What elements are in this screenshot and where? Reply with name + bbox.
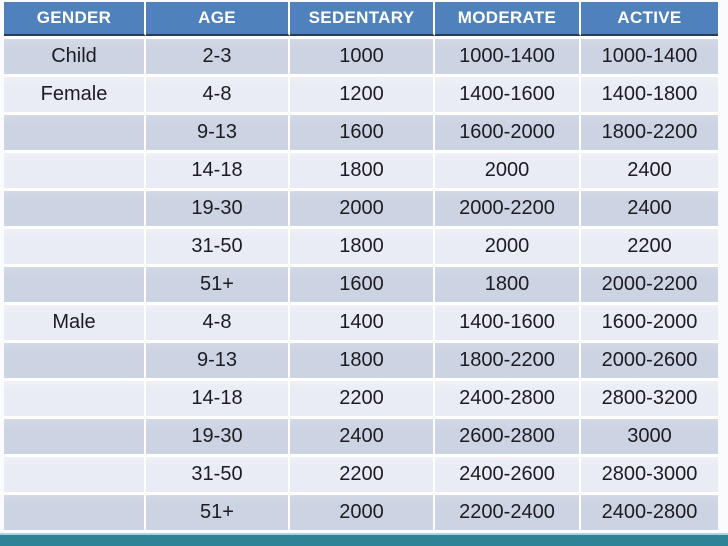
table-cell-gender — [4, 153, 146, 191]
table-cell-age: 31-50 — [146, 229, 290, 267]
table-cell-gender — [4, 381, 146, 419]
table-cell-gender — [4, 343, 146, 381]
table-cell-moderate: 1600-2000 — [435, 115, 581, 153]
table-cell-active: 1600-2000 — [581, 305, 718, 343]
table-cell-active: 2400 — [581, 191, 718, 229]
table-cell-active: 2200 — [581, 229, 718, 267]
table-cell-active: 1800-2200 — [581, 115, 718, 153]
table-cell-sedentary: 1400 — [290, 305, 435, 343]
table-cell-age: 2-3 — [146, 39, 290, 77]
table-cell-moderate: 1000-1400 — [435, 39, 581, 77]
table-cell-moderate: 2200-2400 — [435, 495, 581, 533]
table-cell-age: 51+ — [146, 495, 290, 533]
table-cell-sedentary: 1600 — [290, 267, 435, 305]
table-cell-sedentary: 1600 — [290, 115, 435, 153]
table-cell-sedentary: 2000 — [290, 495, 435, 533]
table-cell-sedentary: 1200 — [290, 77, 435, 115]
table-cell-moderate: 1800 — [435, 267, 581, 305]
table-cell-age: 9-13 — [146, 343, 290, 381]
table-cell-sedentary: 2200 — [290, 381, 435, 419]
table-cell-active: 1000-1400 — [581, 39, 718, 77]
column-header-gender: GENDER — [4, 2, 146, 36]
table-cell-active: 2400-2800 — [581, 495, 718, 533]
table-cell-sedentary: 1800 — [290, 153, 435, 191]
table-cell-active: 2400 — [581, 153, 718, 191]
table-cell-age: 14-18 — [146, 153, 290, 191]
column-header-sedentary: SEDENTARY — [290, 2, 435, 36]
table-cell-moderate: 1800-2200 — [435, 343, 581, 381]
table-cell-age: 19-30 — [146, 191, 290, 229]
table-cell-active: 1400-1800 — [581, 77, 718, 115]
header-divider — [4, 36, 718, 39]
table-cell-moderate: 2000 — [435, 229, 581, 267]
column-header-moderate: MODERATE — [435, 2, 581, 36]
table-cell-moderate: 2400-2600 — [435, 457, 581, 495]
table-cell-age: 9-13 — [146, 115, 290, 153]
table-cell-active: 3000 — [581, 419, 718, 457]
table-cell-gender — [4, 229, 146, 267]
table-cell-gender — [4, 495, 146, 533]
table-cell-age: 51+ — [146, 267, 290, 305]
table-cell-active: 2800-3200 — [581, 381, 718, 419]
table-cell-gender: Female — [4, 77, 146, 115]
table-cell-moderate: 1400-1600 — [435, 77, 581, 115]
table-cell-sedentary: 1800 — [290, 229, 435, 267]
table-cell-gender — [4, 419, 146, 457]
table-cell-active: 2000-2200 — [581, 267, 718, 305]
table-cell-gender — [4, 267, 146, 305]
table-cell-sedentary: 1000 — [290, 39, 435, 77]
calorie-table: GENDER AGE SEDENTARY MODERATE ACTIVE Chi… — [4, 2, 718, 533]
table-cell-moderate: 2000 — [435, 153, 581, 191]
table-cell-moderate: 2600-2800 — [435, 419, 581, 457]
table-cell-active: 2000-2600 — [581, 343, 718, 381]
table-cell-active: 2800-3000 — [581, 457, 718, 495]
table-cell-moderate: 2000-2200 — [435, 191, 581, 229]
table-cell-age: 4-8 — [146, 305, 290, 343]
table-cell-gender — [4, 457, 146, 495]
table-cell-gender — [4, 191, 146, 229]
table-cell-sedentary: 2000 — [290, 191, 435, 229]
table-cell-age: 14-18 — [146, 381, 290, 419]
slide-accent-bar — [0, 533, 728, 546]
column-header-active: ACTIVE — [581, 2, 718, 36]
column-header-age: AGE — [146, 2, 290, 36]
table-cell-sedentary: 1800 — [290, 343, 435, 381]
table-cell-age: 19-30 — [146, 419, 290, 457]
table-cell-sedentary: 2400 — [290, 419, 435, 457]
table-cell-age: 4-8 — [146, 77, 290, 115]
table-cell-age: 31-50 — [146, 457, 290, 495]
table-cell-gender: Child — [4, 39, 146, 77]
table-cell-moderate: 1400-1600 — [435, 305, 581, 343]
table-cell-gender: Male — [4, 305, 146, 343]
table-cell-gender — [4, 115, 146, 153]
table-cell-moderate: 2400-2800 — [435, 381, 581, 419]
table-cell-sedentary: 2200 — [290, 457, 435, 495]
